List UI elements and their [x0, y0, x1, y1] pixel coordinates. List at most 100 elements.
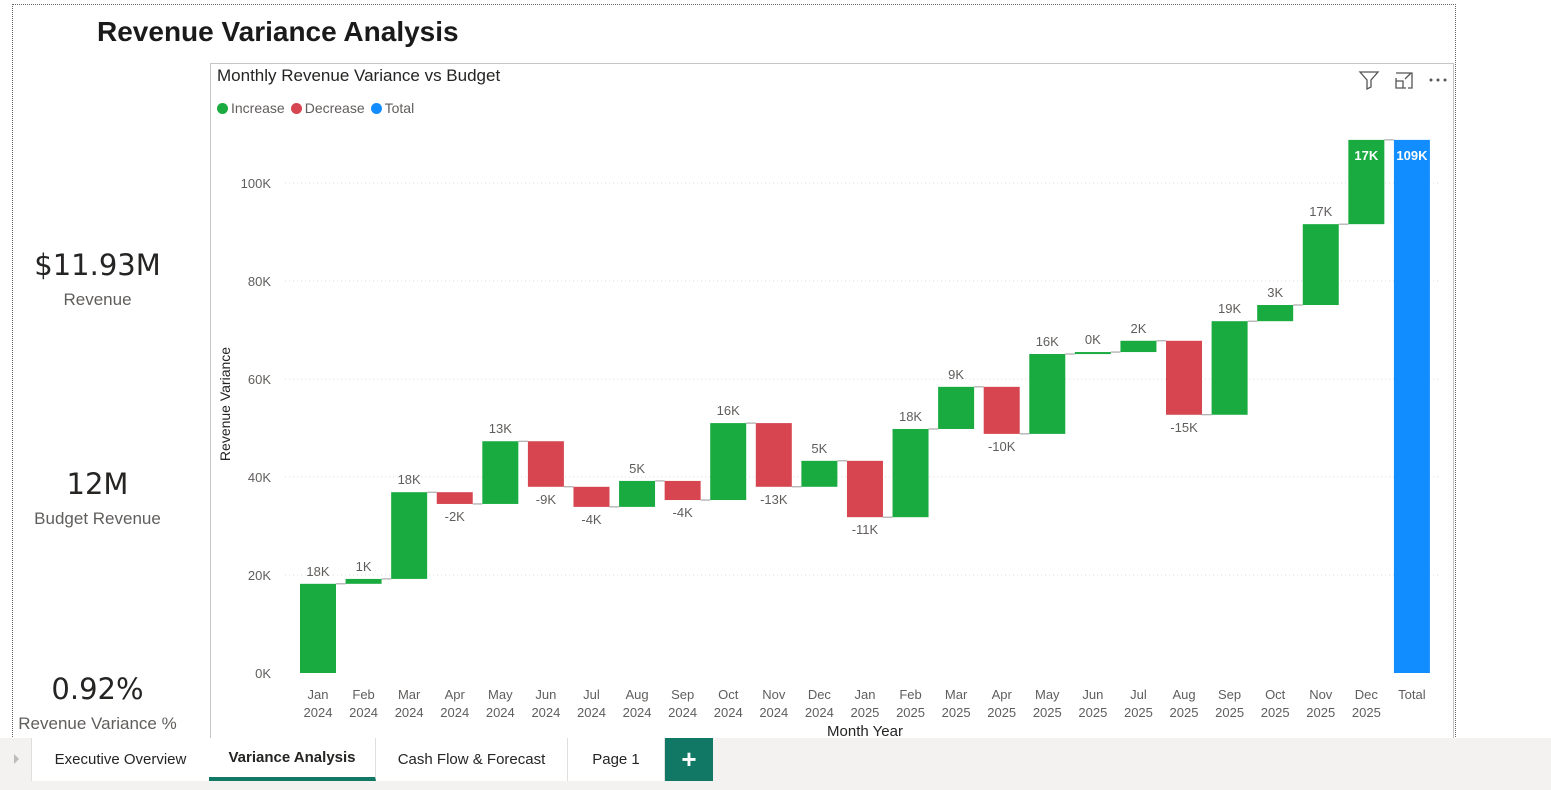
x-tick-label: 2025: [1078, 705, 1107, 720]
variance-bar: [938, 386, 975, 429]
focus-mode-icon[interactable]: [1394, 70, 1414, 90]
data-label: 1K: [356, 559, 372, 574]
legend-increase[interactable]: Increase: [217, 100, 285, 116]
x-tick-label: 2024: [623, 705, 652, 720]
kpi-value: 0.92%: [51, 672, 144, 706]
x-tick-label: 2024: [668, 705, 697, 720]
kpi-revenue: $11.93M Revenue: [0, 248, 195, 310]
x-tick-label: 2025: [850, 705, 879, 720]
data-label: 17K: [1354, 148, 1378, 163]
x-tick-label: Feb: [352, 687, 374, 702]
variance-bar: [345, 578, 382, 584]
variance-bar: [710, 423, 747, 501]
variance-bar: [983, 386, 1020, 434]
data-label: -15K: [1170, 420, 1198, 435]
legend-total[interactable]: Total: [370, 100, 415, 116]
x-tick-label: 2024: [714, 705, 743, 720]
data-label: 17K: [1309, 204, 1332, 219]
variance-bar: [1348, 139, 1385, 225]
data-label: 109K: [1396, 148, 1428, 163]
legend-dot-icon: [290, 103, 302, 114]
kpi-variance: 0.92% Revenue Variance %: [0, 672, 195, 734]
x-tick-label: 2024: [440, 705, 469, 720]
variance-bar: [1074, 352, 1111, 355]
legend-decrease[interactable]: Decrease: [290, 100, 365, 116]
page-title: Revenue Variance Analysis: [97, 16, 459, 47]
tab-variance-analysis[interactable]: Variance Analysis: [209, 738, 376, 781]
more-options-icon[interactable]: [1428, 70, 1448, 90]
x-tick-label: 2025: [987, 705, 1016, 720]
tab-page-1[interactable]: Page 1: [568, 738, 665, 781]
data-label: 19K: [1218, 301, 1241, 316]
data-label: -4K: [673, 505, 694, 520]
x-tick-label: Nov: [1309, 687, 1333, 702]
legend-dot-icon: [217, 103, 228, 114]
data-label: 16K: [717, 403, 740, 418]
variance-bar: [1257, 305, 1294, 322]
tab-cash-flow-forecast[interactable]: Cash Flow & Forecast: [376, 738, 568, 781]
x-tick-label: Oct: [718, 687, 739, 702]
chart-title: Monthly Revenue Variance vs Budget: [217, 66, 501, 85]
data-label: 2K: [1130, 321, 1146, 336]
data-label: -11K: [852, 522, 879, 537]
y-tick-label: 20K: [248, 568, 271, 583]
x-tick-label: Aug: [625, 687, 648, 702]
x-tick-label: 2024: [349, 705, 378, 720]
x-tick-label: Total: [1398, 687, 1426, 702]
x-tick-label: Dec: [1355, 687, 1379, 702]
y-axis-title: Revenue Variance: [217, 347, 233, 461]
variance-bar: [755, 423, 792, 487]
data-label: -9K: [536, 492, 557, 507]
variance-bar: [1302, 224, 1339, 306]
y-tick-label: 60K: [248, 372, 271, 387]
legend-label: Decrease: [304, 100, 365, 116]
x-tick-label: 2025: [896, 705, 925, 720]
x-tick-label: Nov: [762, 687, 786, 702]
tab-executive-overview[interactable]: Executive Overview: [31, 738, 210, 781]
variance-bar: [300, 583, 336, 673]
add-page-button[interactable]: +: [665, 738, 713, 781]
x-tick-label: 2025: [1124, 705, 1153, 720]
waterfall-visual[interactable]: [210, 63, 1454, 739]
data-label: -4K: [581, 512, 602, 527]
data-label: 0K: [1085, 332, 1101, 347]
x-tick-label: 2025: [1033, 705, 1062, 720]
x-tick-label: Jun: [1082, 687, 1103, 702]
scroll-left-icon[interactable]: [14, 754, 19, 764]
x-tick-label: 2025: [942, 705, 971, 720]
variance-bar: [1029, 354, 1066, 434]
variance-bar: [527, 441, 564, 487]
x-tick-label: Mar: [945, 687, 968, 702]
kpi-value: $11.93M: [34, 248, 161, 282]
kpi-label: Revenue Variance %: [18, 714, 177, 733]
x-tick-label: May: [488, 687, 513, 702]
data-label: 3K: [1267, 285, 1283, 300]
legend-label: Total: [384, 100, 415, 116]
x-tick-label: 2025: [1306, 705, 1335, 720]
x-tick-label: Jan: [854, 687, 875, 702]
x-tick-label: Mar: [398, 687, 421, 702]
x-tick-label: Jul: [583, 687, 600, 702]
variance-bar: [1120, 340, 1157, 353]
data-label: 5K: [629, 461, 645, 476]
x-tick-label: Jun: [535, 687, 556, 702]
report-canvas: [12, 4, 1456, 739]
x-axis-title: Month Year: [827, 723, 903, 740]
data-label: 18K: [306, 564, 329, 579]
filter-icon[interactable]: [1358, 70, 1380, 90]
y-tick-label: 80K: [248, 274, 271, 289]
x-tick-label: Jul: [1130, 687, 1147, 702]
x-tick-label: 2025: [1352, 705, 1381, 720]
data-label: 5K: [811, 441, 827, 456]
variance-bar: [1211, 321, 1248, 415]
kpi-label: Revenue: [63, 290, 132, 309]
x-tick-label: Sep: [671, 687, 694, 702]
x-tick-label: 2025: [1170, 705, 1199, 720]
data-label: 18K: [899, 409, 922, 424]
data-label: -10K: [988, 439, 1016, 454]
x-tick-label: 2024: [577, 705, 606, 720]
x-tick-label: Oct: [1265, 687, 1286, 702]
data-label: 13K: [489, 421, 512, 436]
data-label: 9K: [948, 367, 964, 382]
